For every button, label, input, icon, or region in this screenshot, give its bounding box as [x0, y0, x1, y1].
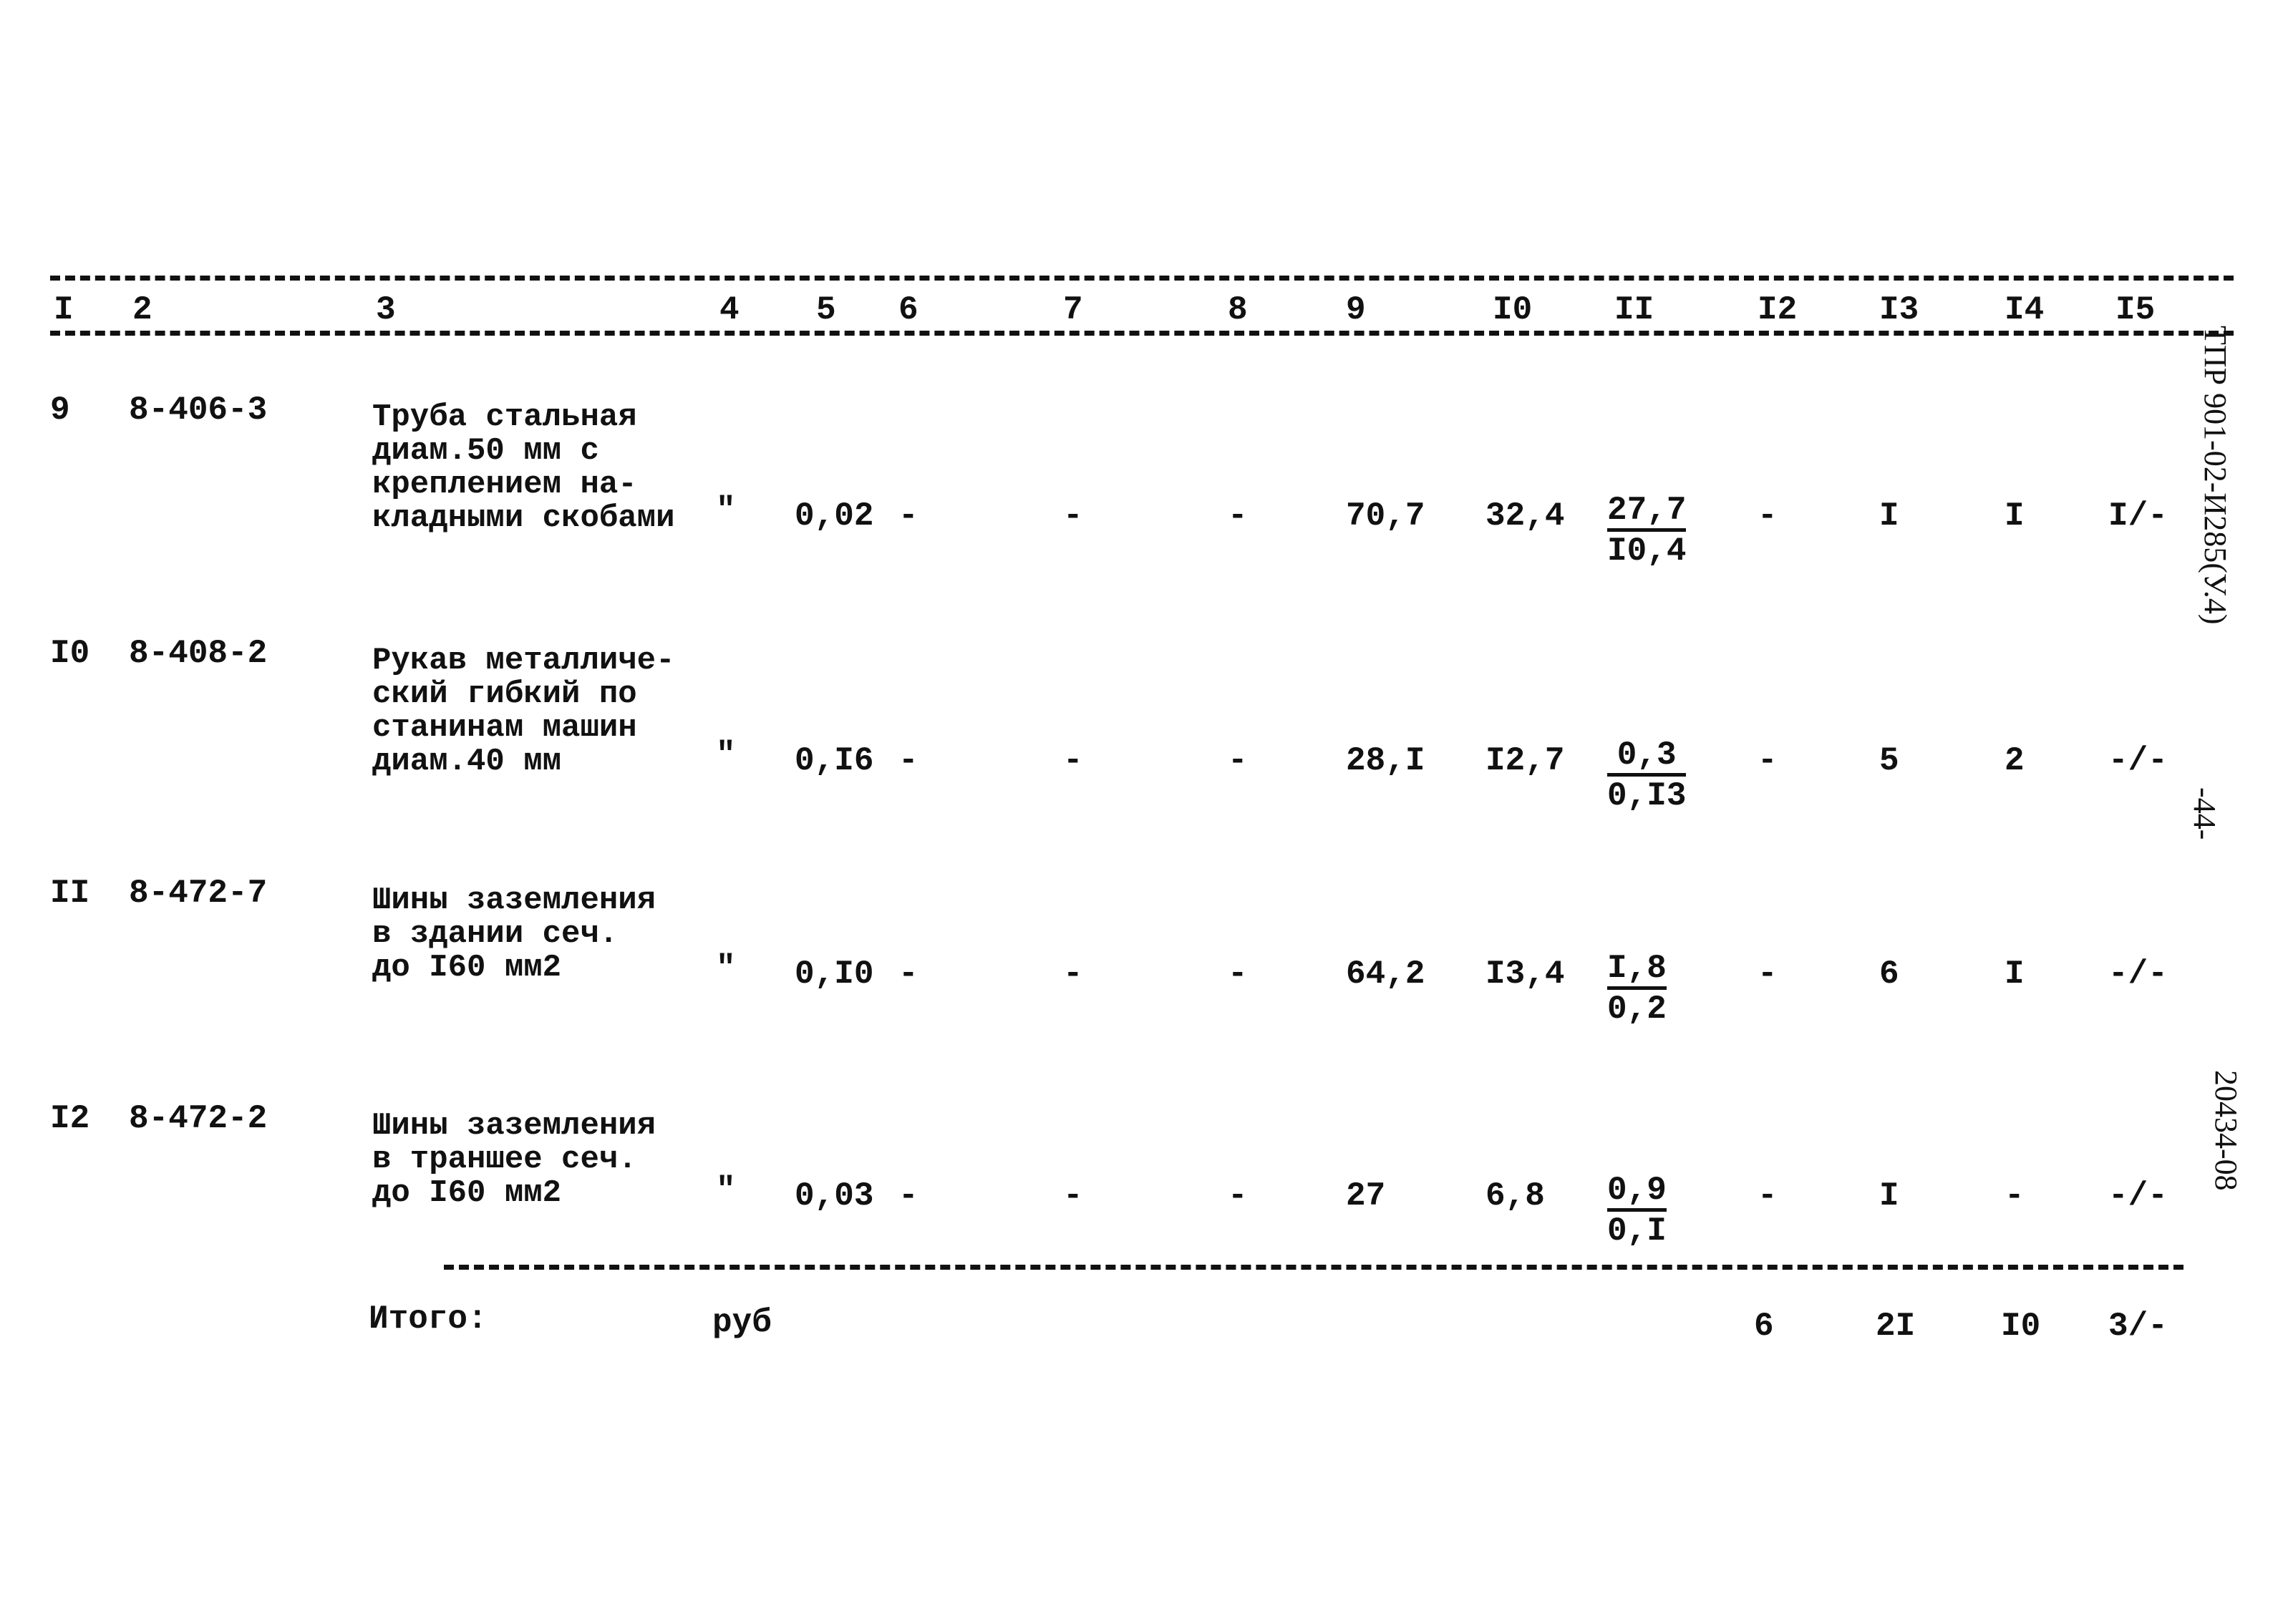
column-header-11: II: [1614, 291, 1654, 329]
col11-denominator: 0,2: [1607, 991, 1667, 1028]
col11-numerator: 0,9: [1607, 1174, 1667, 1212]
margin-inventory-number: 20434-08: [2209, 1070, 2244, 1191]
col15-value: -/-: [2108, 1177, 2168, 1215]
total-label: Итого:: [369, 1300, 488, 1338]
rate-code: 8-472-2: [129, 1100, 268, 1137]
col13-value: I: [1879, 497, 1899, 535]
col6-value: -: [898, 497, 918, 535]
header-bottom-rule: [50, 331, 2234, 336]
unit-ditto: ": [716, 492, 736, 529]
col11-fraction: 27,7 I0,4: [1607, 494, 1687, 570]
col10-value: I3,4: [1485, 956, 1565, 993]
col8-value: -: [1228, 742, 1248, 779]
total-rule: [444, 1265, 2183, 1270]
item-description: Шины заземления в здании сеч. до I60 мм2: [372, 882, 656, 986]
col5-value: 0,03: [795, 1177, 874, 1215]
column-header-1: I: [54, 291, 74, 329]
col13-value: 6: [1879, 956, 1899, 993]
row-number: II: [50, 875, 90, 912]
item-description: Труба стальная диам.50 мм с креплением н…: [372, 399, 675, 536]
col11-numerator: 27,7: [1607, 494, 1687, 532]
col9-value: 64,2: [1346, 956, 1425, 993]
col12-value: -: [1758, 742, 1778, 779]
col11-denominator: 0,I: [1607, 1212, 1667, 1250]
column-header-6: 6: [898, 291, 918, 329]
col11-numerator: 0,3: [1607, 739, 1687, 777]
row-number: I0: [50, 635, 90, 672]
col5-value: 0,I0: [795, 956, 874, 993]
col7-value: -: [1063, 1177, 1083, 1215]
column-header-7: 7: [1063, 291, 1083, 329]
header-top-rule: [50, 276, 2234, 281]
col6-value: -: [898, 1177, 918, 1215]
unit-ditto: ": [716, 736, 736, 774]
col11-fraction: 0,9 0,I: [1607, 1174, 1667, 1248]
col13-value: 5: [1879, 742, 1899, 779]
column-header-14: I4: [2005, 291, 2045, 329]
col12-value: -: [1758, 497, 1778, 535]
col13-value: I: [1879, 1177, 1899, 1215]
column-header-13: I3: [1879, 291, 1919, 329]
total-col14: I0: [2001, 1308, 2041, 1345]
col8-value: -: [1228, 1177, 1248, 1215]
column-header-5: 5: [816, 291, 836, 329]
total-col13: 2I: [1876, 1308, 1916, 1345]
column-header-9: 9: [1346, 291, 1366, 329]
total-col12: 6: [1754, 1308, 1774, 1345]
row-number: I2: [50, 1100, 90, 1137]
col14-value: I: [2005, 497, 2025, 535]
total-unit: руб: [712, 1304, 772, 1341]
col7-value: -: [1063, 497, 1083, 535]
col6-value: -: [898, 742, 918, 779]
col9-value: 27: [1346, 1177, 1386, 1215]
col15-value: -/-: [2108, 956, 2168, 993]
row-number: 9: [50, 392, 70, 429]
column-header-4: 4: [719, 291, 740, 329]
total-col15: 3/-: [2108, 1308, 2168, 1345]
rate-code: 8-406-3: [129, 392, 268, 429]
col15-value: -/-: [2108, 742, 2168, 779]
col15-value: I/-: [2108, 497, 2168, 535]
rate-code: 8-472-7: [129, 875, 268, 912]
col9-value: 28,I: [1346, 742, 1425, 779]
col14-value: I: [2005, 956, 2025, 993]
col10-value: I2,7: [1485, 742, 1565, 779]
margin-doc-code: ТПР 901-02-И285(У.4): [2198, 326, 2233, 625]
margin-page-number: -44-: [2187, 787, 2222, 840]
col8-value: -: [1228, 497, 1248, 535]
item-description: Рукав металличе- ский гибкий по станинам…: [372, 643, 675, 779]
col11-numerator: I,8: [1607, 952, 1667, 990]
column-header-12: I2: [1758, 291, 1798, 329]
unit-ditto: ": [716, 950, 736, 987]
col11-denominator: I0,4: [1607, 533, 1687, 570]
column-header-15: I5: [2115, 291, 2156, 329]
col5-value: 0,02: [795, 497, 874, 535]
col7-value: -: [1063, 956, 1083, 993]
col7-value: -: [1063, 742, 1083, 779]
col5-value: 0,I6: [795, 742, 874, 779]
col11-denominator: 0,I3: [1607, 777, 1687, 815]
col9-value: 70,7: [1346, 497, 1425, 535]
col14-value: 2: [2005, 742, 2025, 779]
unit-ditto: ": [716, 1172, 736, 1209]
column-header-8: 8: [1228, 291, 1248, 329]
col12-value: -: [1758, 1177, 1778, 1215]
col11-fraction: 0,3 0,I3: [1607, 739, 1687, 815]
col10-value: 6,8: [1485, 1177, 1545, 1215]
item-description: Шины заземления в траншее сеч. до I60 мм…: [372, 1108, 656, 1211]
col6-value: -: [898, 956, 918, 993]
column-header-10: I0: [1493, 291, 1533, 329]
col10-value: 32,4: [1485, 497, 1565, 535]
col8-value: -: [1228, 956, 1248, 993]
column-header-2: 2: [132, 291, 152, 329]
rate-code: 8-408-2: [129, 635, 268, 672]
col12-value: -: [1758, 956, 1778, 993]
column-header-3: 3: [376, 291, 396, 329]
col14-value: -: [2005, 1177, 2025, 1215]
col11-fraction: I,8 0,2: [1607, 952, 1667, 1026]
